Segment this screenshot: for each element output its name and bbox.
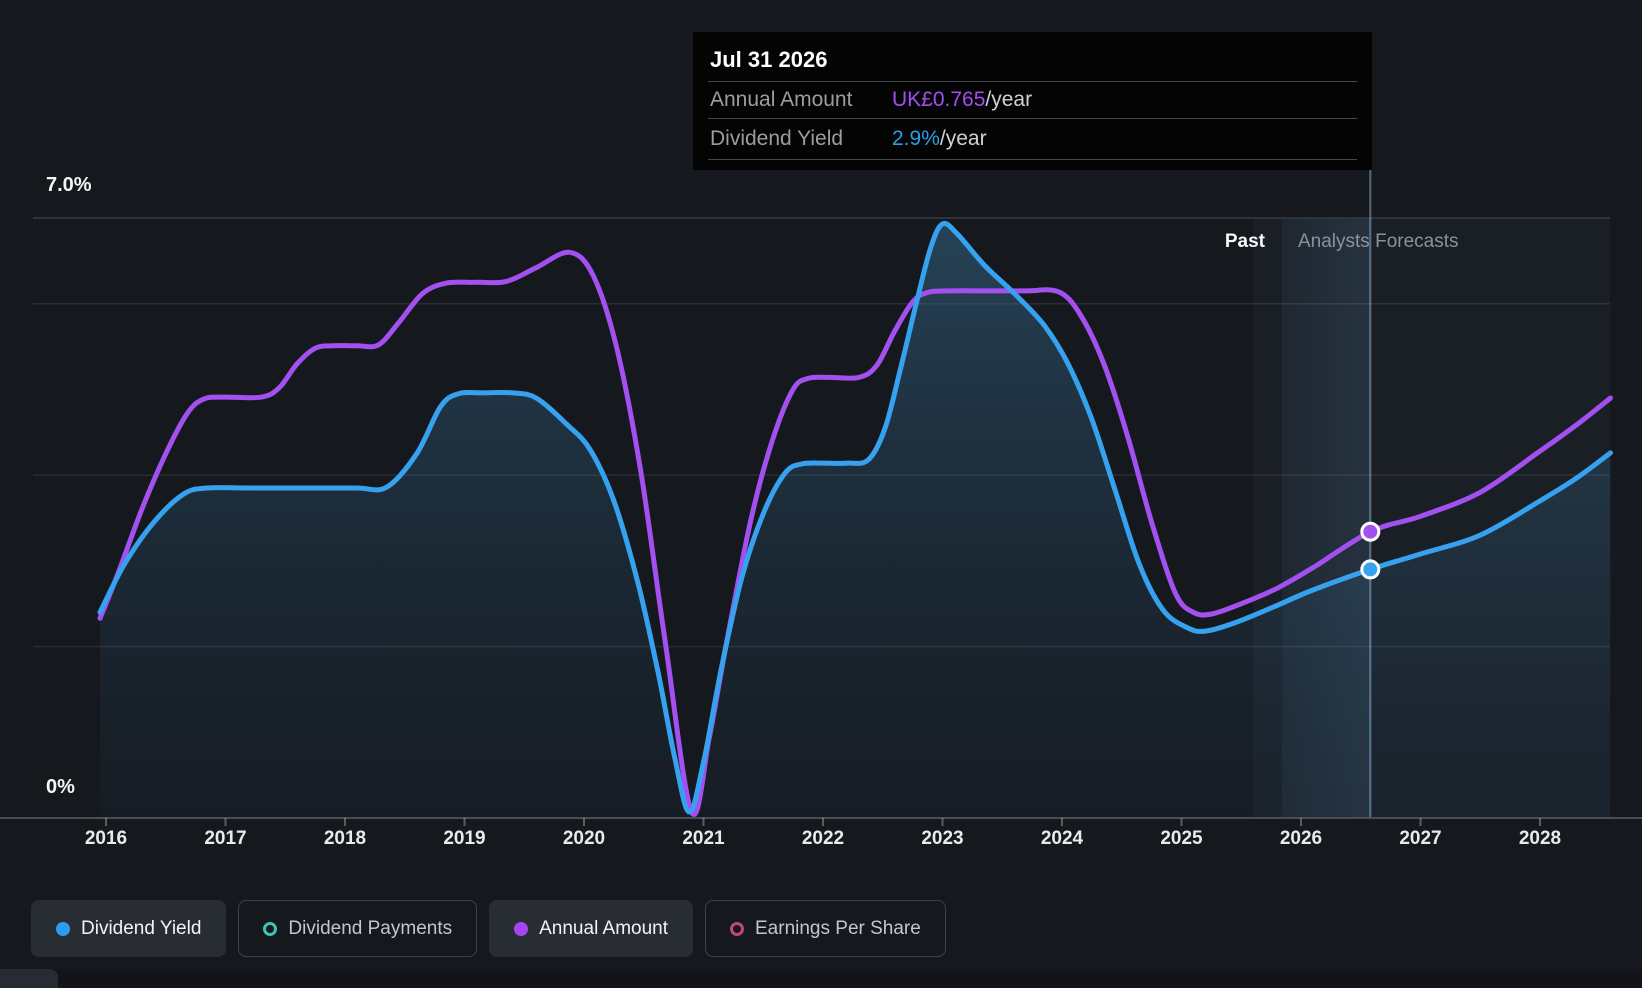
annual-amount-dot-icon xyxy=(514,921,529,936)
x-axis-labels: 2016 2017 2018 2019 2020 2021 2022 2023 2024 2025… xyxy=(0,828,1642,856)
x-tick-label-2023: 2023 xyxy=(921,828,964,849)
tooltip-label: Annual Amount xyxy=(710,88,853,111)
earnings-per-share-ring-icon xyxy=(730,921,744,936)
dividend-yield-marker-dot[interactable] xyxy=(1360,559,1381,580)
tooltip: Jul 31 2026 Annual Amount UK£0.765 /year… xyxy=(693,32,1372,170)
x-tick-label-2019: 2019 xyxy=(443,828,486,849)
tooltip-label: Dividend Yield xyxy=(710,127,844,150)
legend-button-dividend-yield[interactable]: Dividend Yield xyxy=(31,900,227,957)
tooltip-value: 2.9% xyxy=(892,127,940,150)
x-tick-label-2025: 2025 xyxy=(1160,828,1203,849)
x-tick-label-2022: 2022 xyxy=(801,828,845,849)
bottom-panel-edge xyxy=(0,969,1642,988)
dividend-yield-area-fill xyxy=(100,223,1611,818)
dividend-payments-ring-icon xyxy=(263,921,278,936)
legend-button-earnings-per-share[interactable]: Earnings Per Share xyxy=(705,900,946,957)
tooltip-value: UK£0.765 xyxy=(892,88,986,111)
dividend-yield-dot-icon xyxy=(56,921,70,936)
x-tick-label-2017: 2017 xyxy=(204,828,247,849)
y-axis-max-label: 7.0% xyxy=(46,174,92,196)
past-region-label: Past xyxy=(1224,231,1265,252)
annual-amount-marker-dot[interactable] xyxy=(1360,521,1381,542)
x-tick-label-2016: 2016 xyxy=(84,828,128,849)
annual-amount-line xyxy=(97,249,1613,817)
dividend-yield-line xyxy=(97,220,1613,815)
x-tick-label-2021: 2021 xyxy=(682,828,725,849)
tooltip-date: Jul 31 2026 xyxy=(708,32,1357,82)
tooltip-row-dividend-yield: Dividend Yield 2.9% /year xyxy=(708,119,1357,160)
x-tick-label-2026: 2026 xyxy=(1279,828,1323,849)
legend-label: Earnings Per Share xyxy=(755,917,921,939)
x-tick-label-2024: 2024 xyxy=(1040,828,1084,849)
tooltip-suffix: /year xyxy=(985,88,1033,111)
x-tick-label-2027: 2027 xyxy=(1399,828,1442,849)
legend: Dividend Yield Dividend Payments Annual … xyxy=(31,900,946,957)
forecast-region-label: Analysts Forecasts xyxy=(1298,231,1459,252)
legend-label: Dividend Yield xyxy=(81,917,202,939)
legend-button-dividend-payments[interactable]: Dividend Payments xyxy=(238,900,478,957)
legend-label: Annual Amount xyxy=(539,917,668,939)
x-tick-label-2018: 2018 xyxy=(323,828,367,849)
legend-button-annual-amount[interactable]: Annual Amount xyxy=(489,900,693,957)
y-axis-zero-label: 0% xyxy=(46,776,75,798)
tooltip-row-annual-amount: Annual Amount UK£0.765 /year xyxy=(708,82,1357,119)
x-tick-label-2020: 2020 xyxy=(562,828,606,849)
legend-label: Dividend Payments xyxy=(288,917,453,939)
tooltip-suffix: /year xyxy=(939,127,987,150)
bottom-panel-tab xyxy=(0,969,58,988)
x-tick-label-2028: 2028 xyxy=(1518,828,1562,849)
